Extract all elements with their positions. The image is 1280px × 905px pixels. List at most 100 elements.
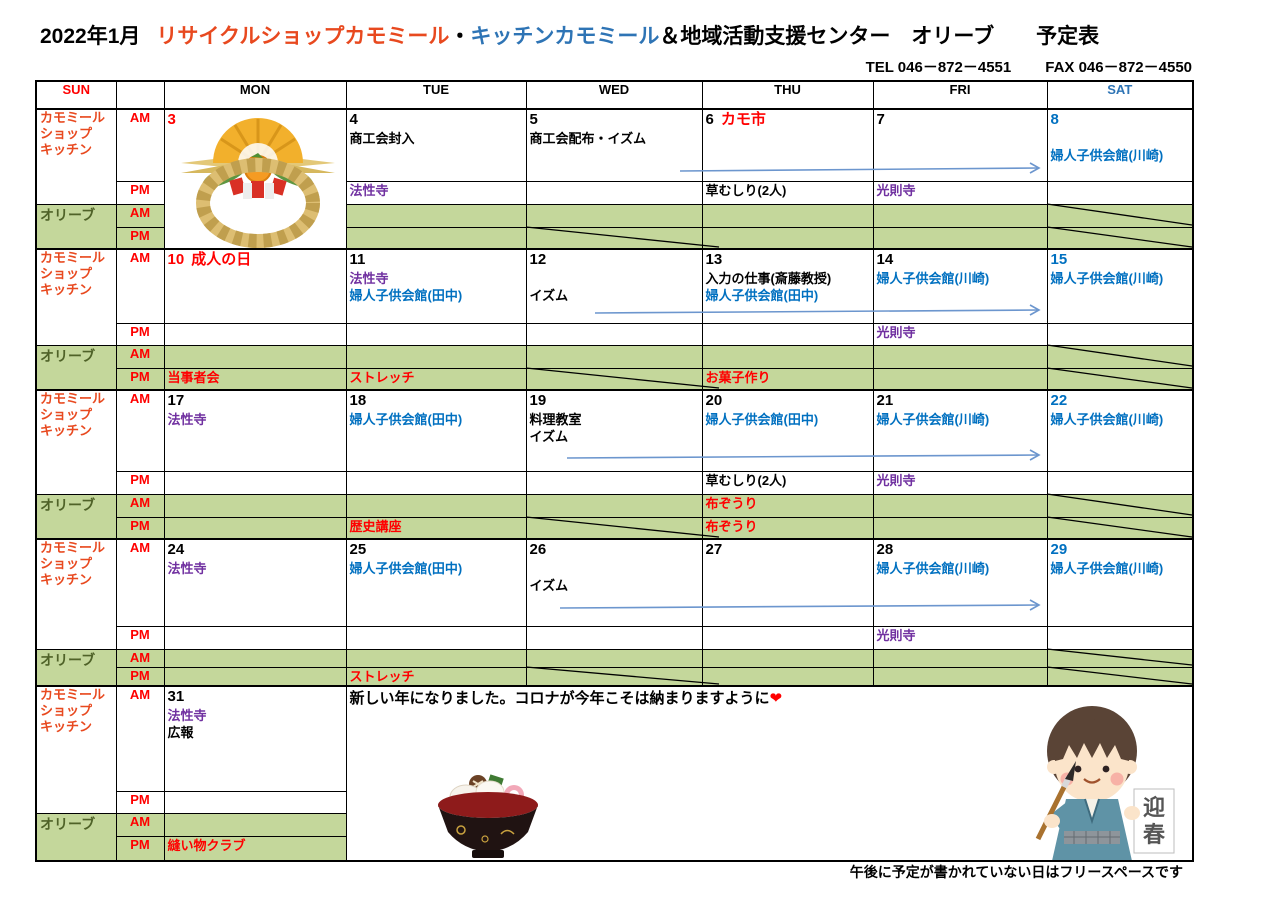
title-year-month: 2022年1月	[40, 25, 141, 48]
card-char-2: 春	[1142, 822, 1164, 847]
cell-w4-wed-pm	[525, 625, 703, 650]
cell-w3-tue-olive-am	[345, 493, 527, 518]
cell-w2-tue-olive-am	[345, 344, 527, 369]
olive-pm-label: PM	[115, 367, 165, 391]
calligraphy-boy-illustration: 迎 春	[1035, 706, 1174, 861]
shop-label-line: カモミール	[40, 110, 106, 125]
am-label: AM	[115, 248, 165, 324]
cell-w3-fri-pm: 光則寺	[872, 470, 1048, 495]
event-text: 婦人子供会館(田中)	[349, 288, 463, 304]
event-text: 光則寺	[876, 182, 916, 198]
greeting-card	[1133, 788, 1174, 854]
cell-w3-mon-olive-pm	[163, 516, 347, 540]
cell-w4-wed-olive-pm	[525, 666, 703, 687]
title-separator: ・	[449, 25, 471, 48]
cell-w3-tue-pm	[345, 470, 527, 495]
cell-w2-sat-olive-am	[1046, 344, 1194, 369]
olive-pm-label: PM	[115, 666, 165, 687]
cell-w2-thu-olive-am	[701, 344, 874, 369]
shop-label-line: ショップ	[40, 265, 93, 281]
cell-w4-thu-pm	[701, 625, 874, 650]
cell-w1-wed-olive-pm	[525, 226, 703, 250]
heart-icon: ❤	[769, 690, 783, 708]
cell-w5-mon-olive-am	[163, 812, 347, 837]
olive-am-label: AM	[115, 203, 165, 228]
event-text: 法性寺	[167, 411, 207, 427]
cell-w4-fri-am: 28 婦人子供会館(川崎)	[872, 538, 1048, 627]
hand	[1043, 814, 1060, 829]
am-label: AM	[115, 538, 165, 627]
shop-label-line: カモミール	[40, 687, 106, 703]
cell-w3-wed-am: 19 料理教室 イズム	[525, 389, 703, 472]
am-label: AM	[115, 389, 165, 472]
hand	[1123, 806, 1140, 821]
day-number: 4	[349, 111, 358, 128]
event-text: 婦人子供会館(川崎)	[876, 270, 990, 286]
day-number: 15	[1050, 251, 1068, 268]
pm-label: PM	[115, 470, 165, 495]
cell-w1-fri-olive-am	[872, 203, 1048, 228]
cell-w4-tue-pm	[345, 625, 527, 650]
cell-w1-sat-olive-pm	[1046, 226, 1194, 250]
header-mon: MON	[163, 80, 347, 110]
cell-w4-tue-am: 25 婦人子供会館(田中)	[345, 538, 527, 627]
cell-w1-thu-pm: 草むしり(2人)	[701, 180, 874, 205]
olive-am-label: AM	[115, 493, 165, 518]
cell-w1-thu-am: 6 カモ市	[701, 108, 874, 182]
event-text: 光則寺	[876, 627, 916, 643]
cell-w3-wed-olive-pm	[525, 516, 703, 540]
event-text: 法性寺	[167, 707, 207, 723]
lacquer-bowl	[437, 805, 538, 853]
header-sun: SUN	[35, 80, 117, 110]
cell-w1-fri-am: 7	[872, 108, 1048, 182]
cell-w1-wed-olive-am	[525, 203, 703, 228]
cell-w4-wed-am: 26 イズム	[525, 538, 703, 627]
am-label: AM	[115, 685, 165, 792]
cell-w4-fri-pm: 光則寺	[872, 625, 1048, 650]
page-title: 2022年1月 リサイクルショップカモミール・キッチンカモミール＆地域活動支援セン…	[40, 20, 1099, 50]
event-text: 法性寺	[349, 182, 389, 198]
shop-label-line: ショップ	[40, 406, 93, 422]
day-note: 成人の日	[191, 251, 252, 268]
cell-w4-thu-olive-pm	[701, 666, 874, 687]
event-text: 婦人子供会館(川崎)	[876, 560, 990, 576]
cell-w3-sat-olive-am	[1046, 493, 1194, 518]
row-label-chamomile-shop-kitchen: カモミール ショップ キッチン	[35, 685, 117, 814]
fax-number: FAX 046－872－4550	[1045, 59, 1192, 76]
event-text: 婦人子供会館(川崎)	[1050, 411, 1164, 427]
cell-w5-mon-am: 31 法性寺 広報	[163, 685, 347, 792]
pm-label: PM	[115, 790, 165, 814]
cell-w3-tue-am: 18 婦人子供会館(田中)	[345, 389, 527, 472]
olive-pm-label: PM	[115, 835, 165, 862]
cell-w5-mon-pm	[163, 790, 347, 814]
cell-w2-tue-am: 11 法性寺 婦人子供会館(田中)	[345, 248, 527, 324]
cell-w4-sat-olive-pm	[1046, 666, 1194, 687]
row-label-olive: オリーブ	[35, 493, 117, 540]
cell-w2-wed-olive-pm	[525, 367, 703, 391]
cell-w3-fri-olive-pm	[872, 516, 1048, 540]
cell-w4-thu-olive-am	[701, 648, 874, 668]
header-wed: WED	[525, 80, 703, 110]
cell-w3-fri-olive-am	[872, 493, 1048, 518]
cell-w4-mon-pm	[163, 625, 347, 650]
cell-w2-fri-am: 14 婦人子供会館(川崎)	[872, 248, 1048, 324]
header-thu: THU	[701, 80, 874, 110]
cell-w3-mon-olive-am	[163, 493, 347, 518]
new-year-message: 新しい年になりました。コロナが今年こそは納まりますように❤	[349, 690, 783, 708]
cell-w3-sat-olive-pm	[1046, 516, 1194, 540]
brush-handle	[1035, 785, 1066, 841]
bowl-rim	[437, 792, 538, 819]
cell-w2-mon-olive-pm: 当事者会	[163, 367, 347, 391]
cell-w4-fri-olive-pm	[872, 666, 1048, 687]
shop-label-line: キッチン	[40, 141, 93, 157]
event-text: 布ぞうり	[705, 518, 758, 534]
cell-w4-thu-am: 27	[701, 538, 874, 627]
cell-w2-mon-olive-am	[163, 344, 347, 369]
cell-w2-wed-olive-am	[525, 344, 703, 369]
cell-w3-thu-olive-am: 布ぞうり	[701, 493, 874, 518]
event-text: 光則寺	[876, 324, 916, 340]
cell-w4-sat-pm	[1046, 625, 1194, 650]
cell-w3-fri-am: 21 婦人子供会館(川崎)	[872, 389, 1048, 472]
event-text: 婦人子供会館(川崎)	[1050, 560, 1164, 576]
event-text: イズム	[529, 578, 569, 594]
